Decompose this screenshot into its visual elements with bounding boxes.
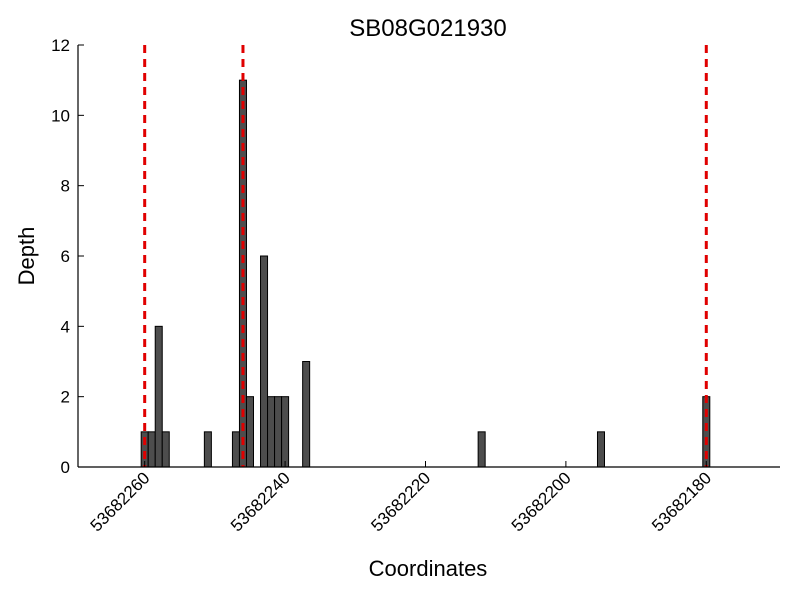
bar [147, 431, 156, 468]
axes-group [77, 45, 780, 468]
x-tick-label: 53682260 [87, 468, 154, 535]
bar [245, 396, 254, 468]
bar [596, 431, 605, 468]
chart-title: SB08G021930 [349, 15, 506, 42]
x-tick-label: 53682200 [508, 468, 575, 535]
y-tick-label: 4 [61, 317, 70, 336]
bar [302, 361, 311, 468]
x-tick-label: 53682180 [648, 468, 715, 535]
y-tick-label: 12 [51, 36, 70, 55]
x-tick-label: 53682240 [227, 468, 294, 535]
bars-group [140, 79, 711, 468]
y-ticks-group: 0 2 4 6 8 10 12 [51, 36, 84, 477]
bar [274, 396, 283, 468]
bar [281, 396, 290, 468]
y-tick-label: 0 [61, 458, 70, 477]
y-tick-label: 6 [61, 247, 70, 266]
reference-lines-group [143, 45, 708, 467]
x-ticks-group: 53682260 53682240 53682220 53682200 53682180 [87, 461, 715, 535]
bar [203, 431, 212, 468]
bar [161, 431, 170, 468]
bar [267, 396, 276, 468]
bar [154, 325, 163, 468]
y-tick-label: 10 [51, 106, 70, 125]
x-tick-label: 53682220 [367, 468, 434, 535]
bar [260, 255, 269, 468]
y-tick-label: 8 [61, 177, 70, 196]
y-axis-label: Depth [14, 227, 39, 286]
bar [477, 431, 486, 468]
y-tick-label: 2 [61, 388, 70, 407]
bar [231, 431, 240, 468]
x-axis-label: Coordinates [369, 556, 488, 581]
